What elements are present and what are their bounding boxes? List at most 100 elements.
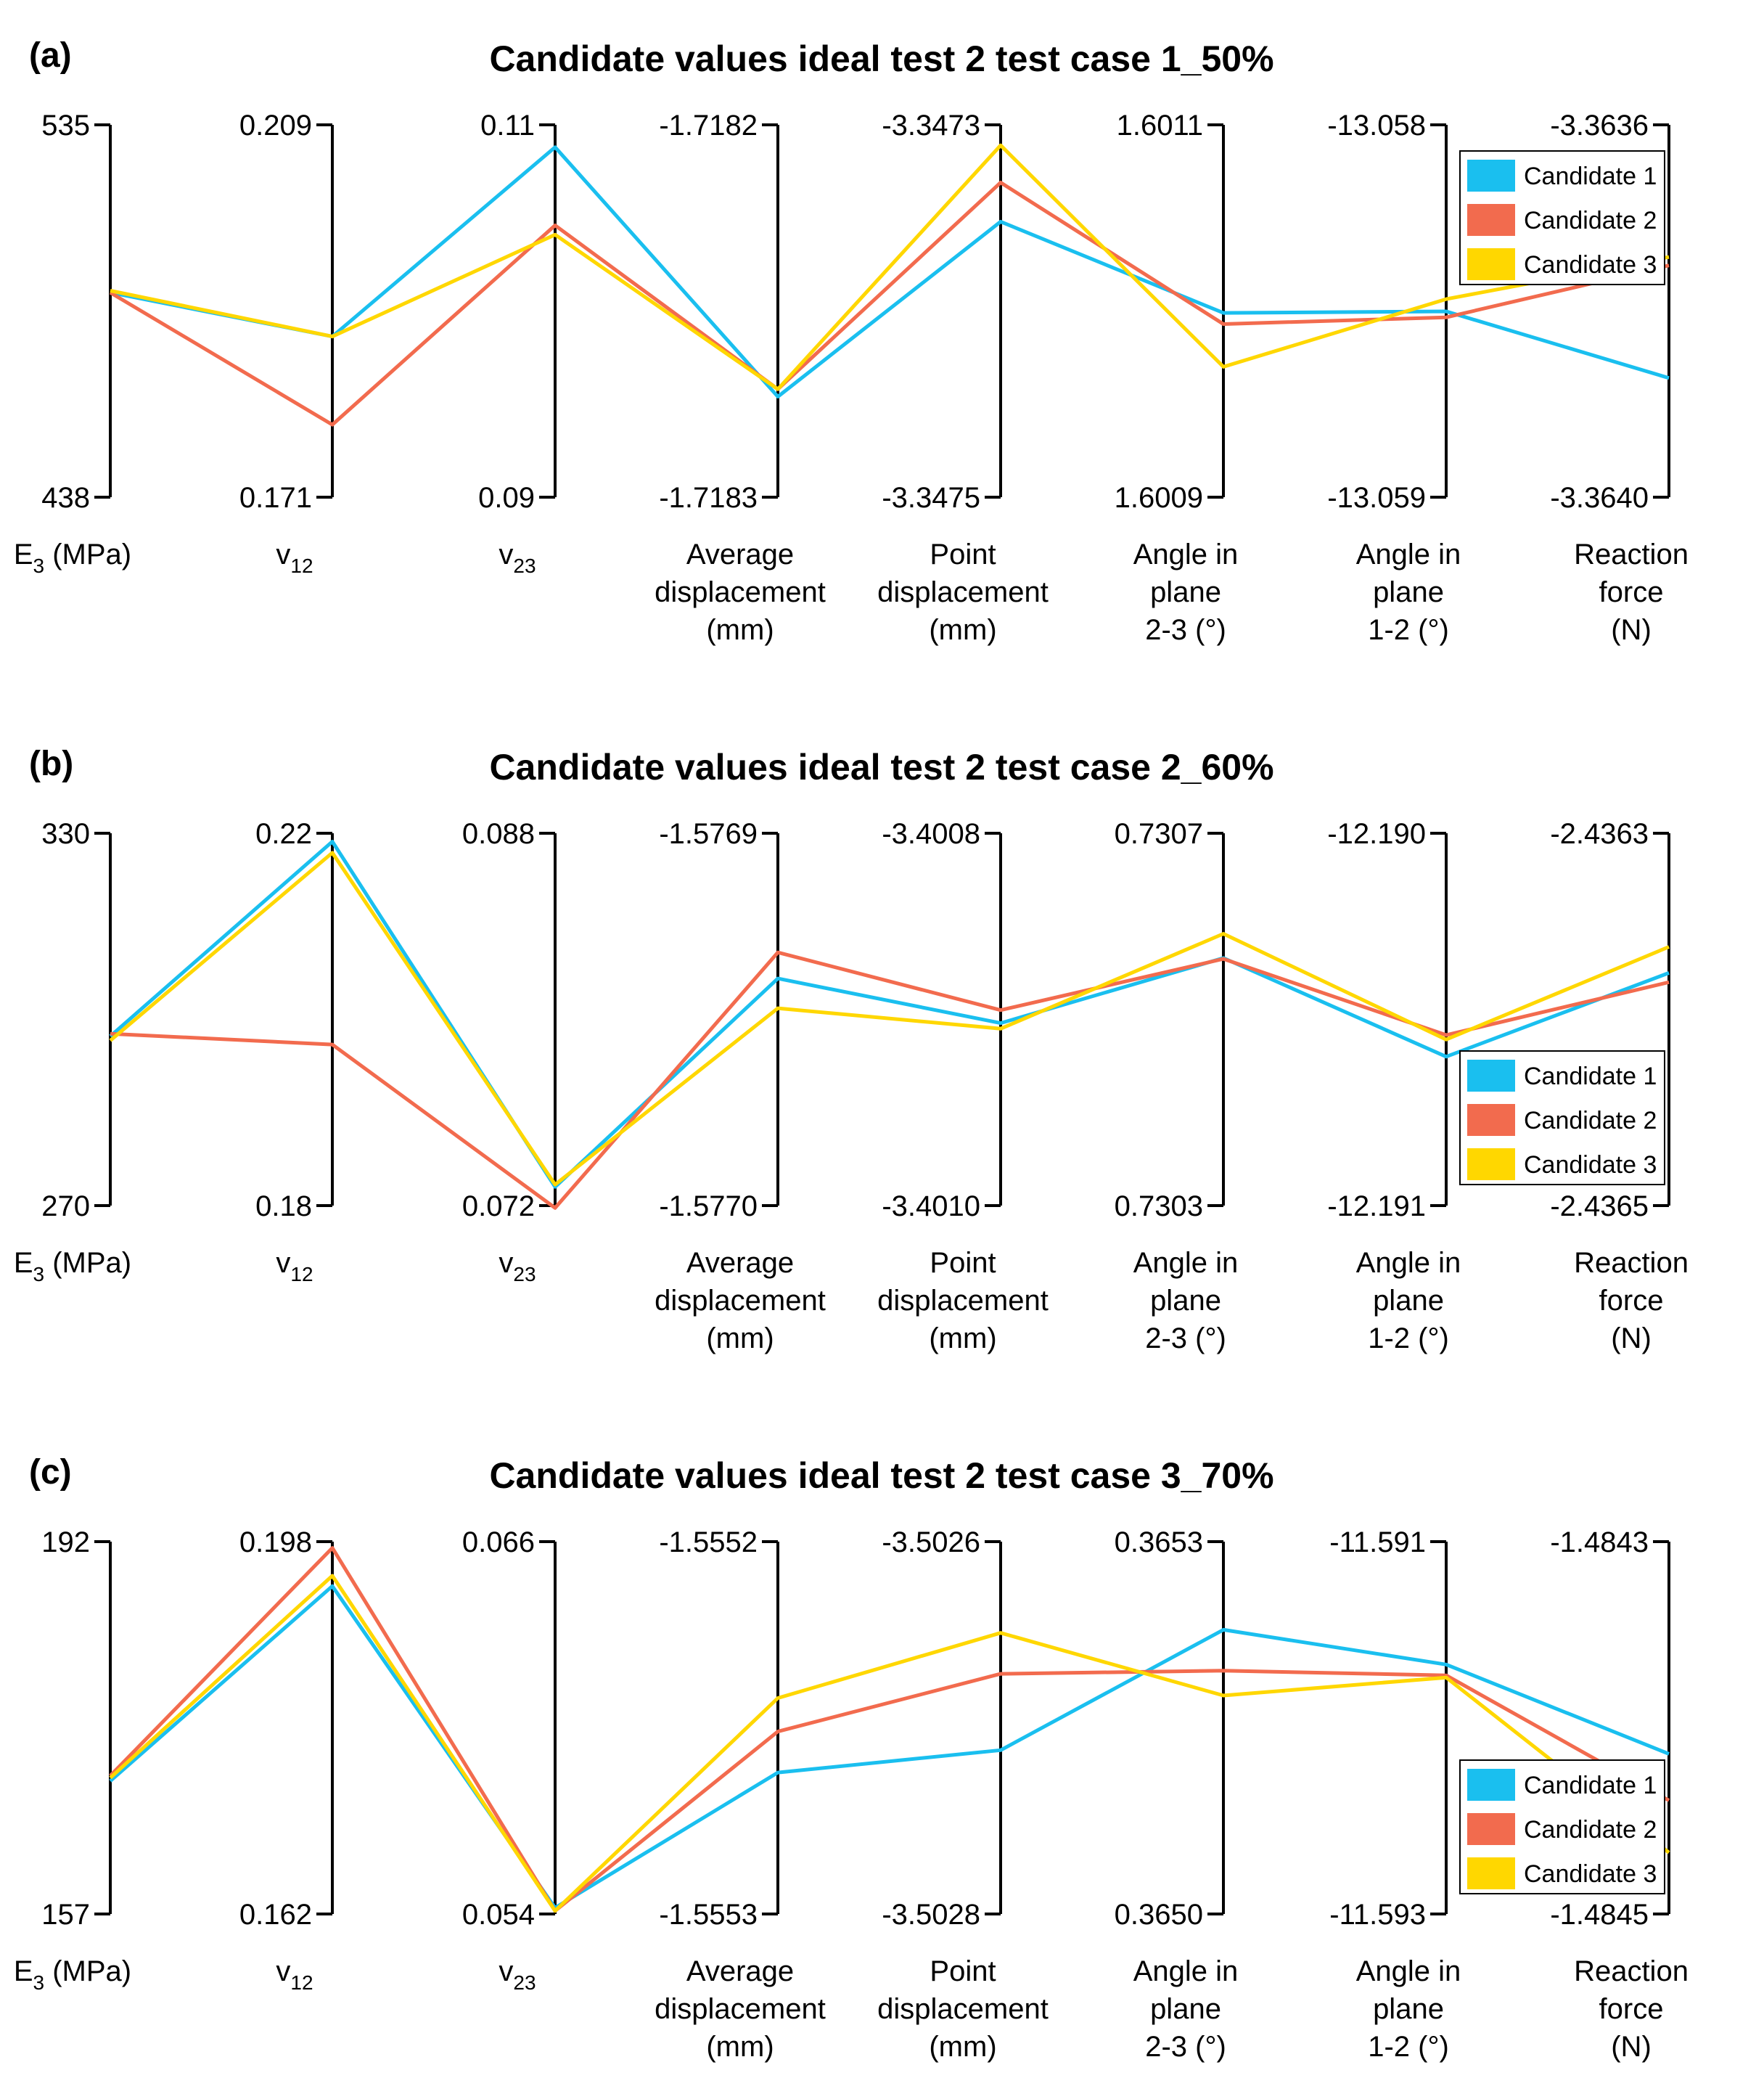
axis-title-line: Angle in: [1133, 1247, 1239, 1279]
axis-4: -1.5769 -1.5770 Average displacement (mm): [655, 818, 826, 1354]
axis-title-base: v: [276, 1247, 290, 1279]
legend-entry: Candidate 1: [1524, 1772, 1657, 1799]
series-line-candidate-3: [109, 851, 1670, 1187]
tick-label-min: -11.593: [1329, 1899, 1426, 1931]
legend-entry: Candidate 2: [1524, 1816, 1657, 1844]
axis-title-subscript: 12: [290, 555, 313, 577]
legend-swatch: [1467, 1813, 1515, 1845]
legend-swatch: [1467, 204, 1515, 236]
tick-label-min: -3.3475: [882, 482, 980, 514]
axis-title-base: E: [14, 1247, 33, 1279]
series-line-candidate-1: [109, 840, 1670, 1189]
axis-title: v23: [499, 539, 536, 577]
axis-title-unit: (MPa): [44, 539, 131, 570]
panel-label: (a): [29, 36, 72, 75]
axis-title-line: Point: [930, 1247, 996, 1279]
axis-title-line: Angle in: [1133, 539, 1239, 570]
axis-title-line: 1-2 (°): [1368, 614, 1449, 646]
tick-label-max: -1.7182: [659, 110, 758, 142]
axis-title-line: 2-3 (°): [1145, 1322, 1226, 1354]
axis-title-line: displacement: [877, 1285, 1049, 1317]
series-line-candidate-3: [109, 1574, 1670, 1913]
tick-label-max: -3.4008: [882, 818, 980, 850]
axis-title-line: Angle in: [1356, 539, 1461, 570]
tick-label-min: -1.5770: [659, 1190, 758, 1222]
axis-title-base: v: [499, 539, 513, 570]
axis-title-subscript: 3: [33, 555, 45, 577]
series-line-candidate-3: [110, 143, 1670, 391]
legend-swatch: [1467, 1060, 1515, 1092]
axis-title-line: displacement: [877, 576, 1049, 608]
axis-title-line: (N): [1611, 614, 1652, 646]
axis-title-line: Angle in: [1133, 1955, 1239, 1987]
legend-swatch: [1467, 1769, 1515, 1801]
axis-title-line: Reaction: [1574, 1955, 1689, 1987]
axis-title-line: 1-2 (°): [1368, 1322, 1449, 1354]
tick-label-max: -1.5552: [659, 1526, 758, 1558]
tick-label-max: 535: [41, 110, 90, 142]
tick-label-min: 438: [41, 482, 90, 514]
axis-title: E3 (MPa): [14, 1247, 131, 1285]
tick-label-min: 0.7303: [1115, 1190, 1203, 1222]
axis-title-line: displacement: [655, 1993, 826, 2025]
tick-label-min: 0.162: [239, 1899, 312, 1931]
legend-swatch: [1467, 1148, 1515, 1180]
series-line-candidate-1: [110, 145, 1670, 398]
axis-title-base: v: [276, 539, 290, 570]
axis-title-subscript: 23: [513, 1971, 536, 1994]
axis-5: -3.5026 -3.5028 Point displacement (mm): [877, 1526, 1049, 2063]
tick-label-max: -12.190: [1327, 818, 1426, 850]
axis-8: -1.4843 -1.4845 Reaction force (N): [1550, 1526, 1689, 2063]
axis-title-subscript: 12: [290, 1263, 313, 1285]
tick-label-max: 1.6011: [1117, 110, 1203, 142]
legend-entry: Candidate 3: [1524, 251, 1657, 279]
series-line-candidate-2: [110, 950, 1670, 1210]
tick-label-max: -3.3473: [882, 110, 980, 142]
axis-7: -13.058 -13.059 Angle in plane 1-2 (°): [1327, 110, 1461, 646]
axis-2: 0.209 0.171 v12: [239, 110, 334, 577]
axis-5: -3.4008 -3.4010 Point displacement (mm): [877, 818, 1049, 1354]
axis-6: 0.7307 0.7303 Angle in plane 2-3 (°): [1115, 818, 1239, 1354]
tick-label-max: -1.5769: [659, 818, 758, 850]
legend-swatch: [1467, 1857, 1515, 1889]
legend-swatch: [1467, 1104, 1515, 1136]
axis-2: 0.22 0.18 v12: [255, 818, 334, 1285]
axis-title-line: plane: [1373, 576, 1444, 608]
tick-label-min: -3.4010: [882, 1190, 980, 1222]
axis-title-line: (mm): [929, 2031, 996, 2063]
series-line-candidate-2: [109, 1546, 1670, 1913]
axis-title-subscript: 3: [33, 1263, 45, 1285]
axis-title: v23: [499, 1247, 536, 1285]
axis-title-line: 2-3 (°): [1145, 614, 1226, 646]
axis-title-line: plane: [1150, 1285, 1221, 1317]
tick-label-min: -1.7183: [659, 482, 758, 514]
tick-label-min: -1.5553: [659, 1899, 758, 1931]
legend-entry: Candidate 3: [1524, 1860, 1657, 1888]
axis-title-line: Average: [686, 1955, 794, 1987]
axis-title-line: Angle in: [1356, 1955, 1461, 1987]
axis-7: -11.591 -11.593 Angle in plane 1-2 (°): [1329, 1526, 1461, 2063]
tick-label-max: -1.4843: [1550, 1526, 1649, 1558]
axis-title: v12: [276, 1955, 313, 1994]
tick-label-max: 0.209: [239, 110, 312, 142]
tick-label-min: -12.191: [1327, 1190, 1426, 1222]
tick-label-max: -11.591: [1329, 1526, 1426, 1558]
chart-panel-2: (b) Candidate values ideal test 2 test ca…: [14, 745, 1689, 1354]
axis-title: v23: [499, 1955, 536, 1994]
axis-4: -1.5552 -1.5553 Average displacement (mm): [655, 1526, 826, 2063]
chart-title: Candidate values ideal test 2 test case …: [489, 38, 1273, 79]
axis-title-base: E: [14, 539, 33, 570]
tick-label-min: -13.059: [1327, 482, 1426, 514]
axis-title: v12: [276, 1247, 313, 1285]
tick-label-min: -2.4365: [1550, 1190, 1649, 1222]
tick-label-min: 0.171: [239, 482, 312, 514]
axis-title-line: Point: [930, 1955, 996, 1987]
axis-title-line: displacement: [877, 1993, 1049, 2025]
tick-label-max: -13.058: [1327, 110, 1426, 142]
axis-title: E3 (MPa): [14, 1955, 131, 1994]
axis-title-base: v: [499, 1247, 513, 1279]
axis-title-line: (mm): [706, 614, 774, 646]
axis-1: 535 438 E3 (MPa): [14, 110, 131, 577]
series-line-candidate-1: [109, 1584, 1670, 1910]
axis-title-line: Point: [930, 539, 996, 570]
